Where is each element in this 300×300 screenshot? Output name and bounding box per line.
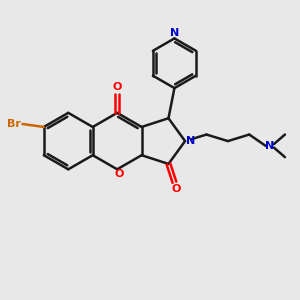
Text: O: O [115, 169, 124, 179]
Text: O: O [172, 184, 181, 194]
Text: O: O [112, 82, 122, 92]
Text: N: N [170, 28, 179, 38]
Text: Br: Br [7, 119, 21, 129]
Text: N: N [265, 141, 274, 151]
Text: N: N [186, 136, 195, 146]
